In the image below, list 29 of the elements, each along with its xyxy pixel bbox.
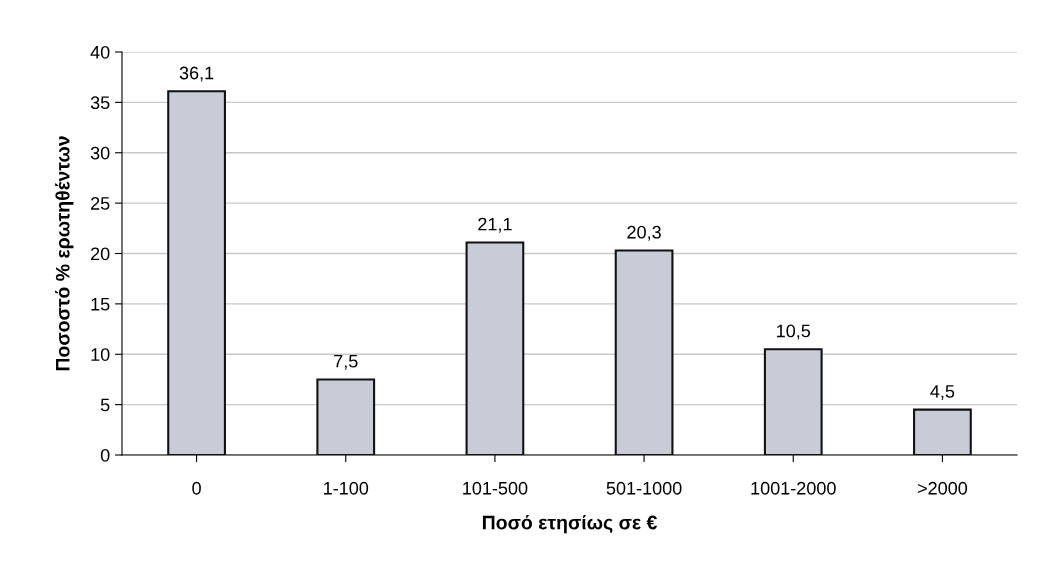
x-tick-label: 0 <box>192 481 201 495</box>
x-tick-label: 101-500 <box>463 481 528 495</box>
bar <box>913 408 972 455</box>
x-tick-label: 1001-2000 <box>751 481 836 495</box>
bar <box>316 378 376 455</box>
data-label: 36,1 <box>179 66 214 82</box>
y-tick-label: 10 <box>91 348 110 361</box>
bar <box>614 249 674 455</box>
data-label: 7,5 <box>334 354 358 370</box>
x-tick-label: 1-100 <box>324 481 369 495</box>
bar <box>465 241 525 455</box>
y-tick-label: 35 <box>90 96 110 110</box>
bar <box>763 348 823 455</box>
data-label: 20,3 <box>627 225 661 241</box>
y-tick-label: 20 <box>91 247 110 261</box>
y-tick-label: 30 <box>90 146 110 160</box>
data-label: 4,5 <box>930 385 955 400</box>
y-tick-label: 25 <box>91 197 110 210</box>
y-tick-label: 5 <box>100 398 110 412</box>
x-axis-title: Ποσό ετησίως σε € <box>482 514 657 534</box>
x-tick-label: 501-1000 <box>606 481 682 495</box>
y-tick-label: 15 <box>91 298 110 311</box>
data-label: 21,1 <box>478 217 512 233</box>
y-tick-label: 0 <box>100 448 110 462</box>
data-label: 10,5 <box>777 324 811 340</box>
x-tick-label: >2000 <box>917 481 968 495</box>
y-tick-label: 40 <box>90 45 110 59</box>
y-axis-title: Ποσοστό % ερωτηθέντων <box>55 136 74 371</box>
bar <box>167 90 226 455</box>
